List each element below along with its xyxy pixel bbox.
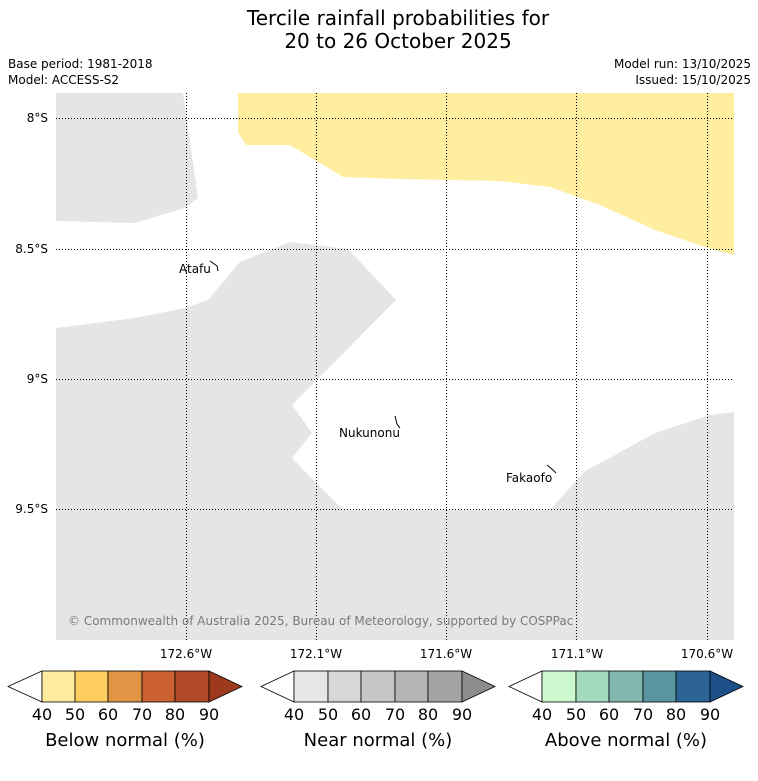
near-colorbar-tick: 50 (317, 705, 339, 724)
lat-label-8s: 8°S (26, 111, 48, 125)
above-colorbar-cell (541, 670, 577, 703)
lon-label-172-6w: 172.6°W (159, 647, 213, 661)
near-colorbar-cell (427, 670, 463, 703)
title-line-2: 20 to 26 October 2025 (284, 29, 512, 53)
below-colorbar-cell (74, 670, 109, 703)
place-fakaofo: Fakaofo (506, 471, 553, 485)
below-colorbar-high-extend (208, 670, 243, 703)
near-normal-region (56, 93, 198, 223)
model-name: Model: ACCESS-S2 (8, 73, 120, 87)
above-colorbar-tick: 50 (565, 705, 587, 724)
near-colorbar-title: Near normal (%) (303, 730, 453, 751)
lat-label-9-5s: 9.5°S (15, 502, 48, 516)
below-colorbar-title: Below normal (%) (45, 730, 205, 751)
below-colorbar-cell (141, 670, 176, 703)
above-colorbar-low-extend (508, 670, 543, 703)
near-colorbar-tick: 60 (350, 705, 372, 724)
place-nukunonu: Nukunonu (339, 426, 400, 440)
title-line-1: Tercile rainfall probabilities for (246, 6, 550, 30)
below-colorbar-tick: 80 (164, 705, 186, 724)
lon-label-171-1w: 171.1°W (550, 647, 604, 661)
near-colorbar-cell (394, 670, 429, 703)
below-colorbar-low-extend (7, 670, 43, 703)
near-colorbar-tick: 90 (451, 705, 473, 724)
lon-label-172-1w: 172.1°W (289, 647, 343, 661)
above-colorbar-title: Above normal (%) (544, 730, 708, 751)
near-normal-region (56, 242, 734, 640)
below-colorbar-cell (107, 670, 143, 703)
below-colorbar-tick: 90 (198, 705, 220, 724)
gridlines (56, 93, 734, 640)
near-colorbar-low-extend (260, 670, 295, 703)
below-colorbar-tick: 70 (131, 705, 153, 724)
above-colorbar-cell (642, 670, 677, 703)
above-colorbar-high-extend (709, 670, 744, 703)
lat-label-9s: 9°S (26, 372, 48, 386)
issued-date: Issued: 15/10/2025 (635, 73, 751, 87)
fakaofo-atoll (546, 464, 557, 474)
near-colorbar-cell (327, 670, 362, 703)
atafu-atoll (209, 260, 219, 272)
lat-label-8-5s: 8.5°S (15, 242, 48, 256)
above-colorbar-tick: 90 (699, 705, 721, 724)
below-colorbar-tick: 60 (97, 705, 119, 724)
above-colorbar-cell (575, 670, 610, 703)
below-colorbar-tick: 40 (31, 705, 53, 724)
below-colorbar-cell (41, 670, 76, 703)
near-colorbar-high-extend (461, 670, 496, 703)
lon-label-171-6w: 171.6°W (419, 647, 473, 661)
lon-label-170-6w: 170.6°W (680, 647, 734, 661)
near-colorbar-tick: 80 (417, 705, 439, 724)
model-run: Model run: 13/10/2025 (613, 57, 751, 71)
above-colorbar-tick: 60 (598, 705, 620, 724)
above-colorbar-tick: 40 (531, 705, 553, 724)
copyright-notice: © Commonwealth of Australia 2025, Bureau… (68, 614, 574, 628)
near-colorbar-cell (293, 670, 329, 703)
above-colorbar-tick: 80 (665, 705, 687, 724)
below-colorbar-tick: 50 (64, 705, 86, 724)
above-colorbar-cell (608, 670, 644, 703)
below-normal-region (238, 93, 734, 255)
near-colorbar-tick: 40 (283, 705, 305, 724)
below-colorbar-cell (174, 670, 210, 703)
near-colorbar-tick: 70 (384, 705, 406, 724)
colorbars (7, 670, 744, 703)
near-colorbar-cell (360, 670, 396, 703)
nukunonu-atoll (394, 415, 401, 429)
above-colorbar-cell (675, 670, 711, 703)
above-colorbar-tick: 70 (632, 705, 654, 724)
place-atafu: Atafu (179, 262, 211, 276)
base-period: Base period: 1981-2018 (8, 57, 153, 71)
